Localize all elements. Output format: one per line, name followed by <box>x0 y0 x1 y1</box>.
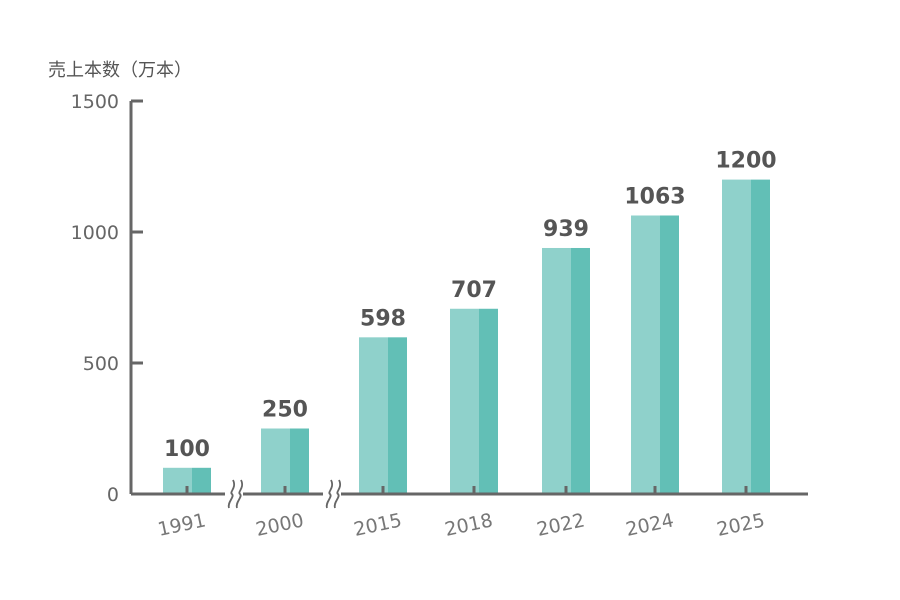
bar-right-face-2025 <box>751 179 770 494</box>
bar-value-label-1991: 100 <box>164 437 210 462</box>
bar-right-face-2024 <box>660 215 679 494</box>
axis-break-stroke <box>235 479 244 509</box>
axis-break-gap-1991 <box>225 491 243 497</box>
bar-2000 <box>261 428 309 494</box>
bar-left-face-2022 <box>542 247 571 494</box>
axis-break-gap-2000 <box>323 491 341 497</box>
bar-value-label-2025: 1200 <box>715 149 776 174</box>
bar-left-face-2025 <box>722 179 751 494</box>
bar-2018 <box>450 308 498 494</box>
bar-right-face-1991 <box>192 467 211 494</box>
y-tick-label-500: 500 <box>83 353 119 375</box>
bar-value-label-2015: 598 <box>360 306 406 331</box>
y-tick-label-1000: 1000 <box>71 222 119 244</box>
bar-value-label-2024: 1063 <box>624 184 685 209</box>
bar-2022 <box>542 247 590 494</box>
x-tick-label-2015: 2015 <box>352 509 404 541</box>
bar-right-face-2015 <box>388 337 407 494</box>
bar-value-label-2022: 939 <box>543 217 589 242</box>
bar-1991 <box>163 467 211 494</box>
x-tick-label-2000: 2000 <box>254 509 306 541</box>
x-tick-label-2022: 2022 <box>535 509 587 541</box>
bar-left-face-2000 <box>261 428 290 494</box>
bar-2015 <box>359 337 407 494</box>
axes <box>129 99 808 509</box>
axis-break-2000 <box>323 479 342 509</box>
bar-2025 <box>722 179 770 494</box>
bars <box>163 179 770 494</box>
bar-left-face-2018 <box>450 308 479 494</box>
x-tick-label-2024: 2024 <box>624 509 676 541</box>
bar-2024 <box>631 215 679 494</box>
y-tick-label-1500: 1500 <box>71 91 119 113</box>
axis-break-stroke <box>227 479 236 509</box>
bar-right-face-2000 <box>290 428 309 494</box>
bar-right-face-2018 <box>479 308 498 494</box>
x-tick-label-2025: 2025 <box>715 509 767 541</box>
bar-value-label-2018: 707 <box>451 278 497 303</box>
x-tick-label-1991: 1991 <box>156 509 208 541</box>
bar-left-face-2015 <box>359 337 388 494</box>
bar-right-face-2022 <box>571 247 590 494</box>
y-axis-label: 売上本数（万本） <box>48 60 192 81</box>
axis-break-stroke <box>325 479 334 509</box>
x-tick-label-2018: 2018 <box>443 509 495 541</box>
y-tick-label-0: 0 <box>107 484 119 506</box>
axis-break-1991 <box>225 479 244 509</box>
axis-break-stroke <box>333 479 342 509</box>
bar-value-label-2000: 250 <box>262 398 308 423</box>
bar-left-face-2024 <box>631 215 660 494</box>
